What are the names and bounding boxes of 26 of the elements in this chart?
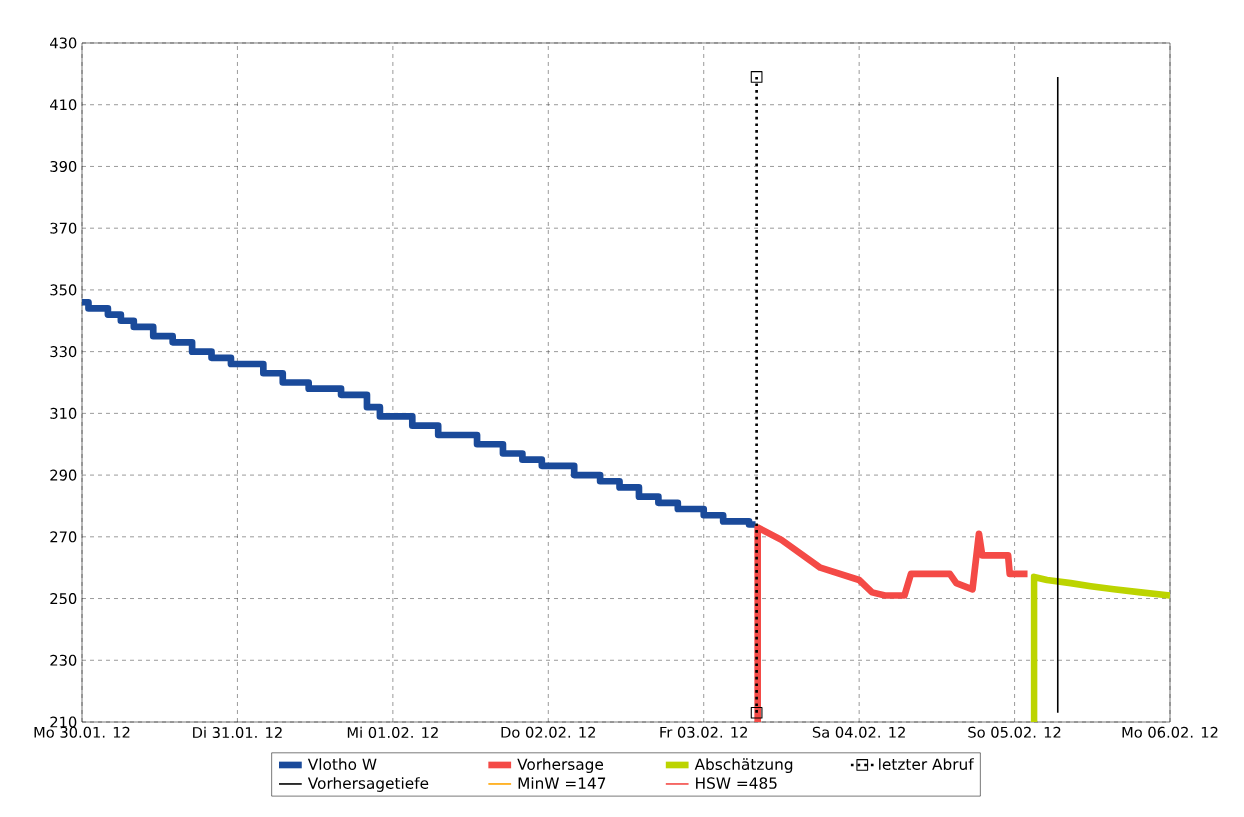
y-tick-label: 310: [50, 407, 77, 419]
legend-label: HSW =485: [696, 777, 777, 789]
y-tick-label: 250: [50, 593, 77, 605]
x-tick-label: Sa 04.02. 12: [812, 726, 905, 738]
y-tick-label: 350: [50, 284, 77, 296]
y-tick-label: 210: [50, 716, 77, 728]
legend-label: letzter Abruf: [879, 758, 974, 771]
y-tick-label: 230: [50, 654, 77, 666]
x-tick-label: Mo 06.02. 12: [1122, 726, 1218, 738]
x-tick-label: Di 31.01. 12: [193, 726, 282, 739]
y-tick-label: 370: [50, 222, 77, 234]
x-tick-label: Fr 03.02. 12: [660, 726, 748, 738]
y-tick-label: 290: [50, 469, 77, 481]
legend-label: Vlotho W: [307, 758, 377, 771]
x-tick-label: Do 02.02. 12: [501, 726, 596, 738]
x-tick-label: So 05.02. 12: [968, 726, 1061, 738]
legend-label: Vorhersage: [517, 758, 604, 773]
y-tick-label: 330: [50, 346, 77, 358]
legend-label: Abschätzung: [694, 758, 793, 773]
y-tick-label: 390: [50, 160, 77, 172]
x-tick-label: Mi 01.02. 12: [347, 726, 438, 739]
y-tick-label: 410: [50, 99, 77, 111]
y-tick-label: 270: [50, 531, 77, 543]
legend-label: MinW =147: [518, 777, 606, 789]
y-tick-label: 430: [50, 37, 77, 49]
legend-label: Vorhersagetiefe: [307, 777, 429, 792]
